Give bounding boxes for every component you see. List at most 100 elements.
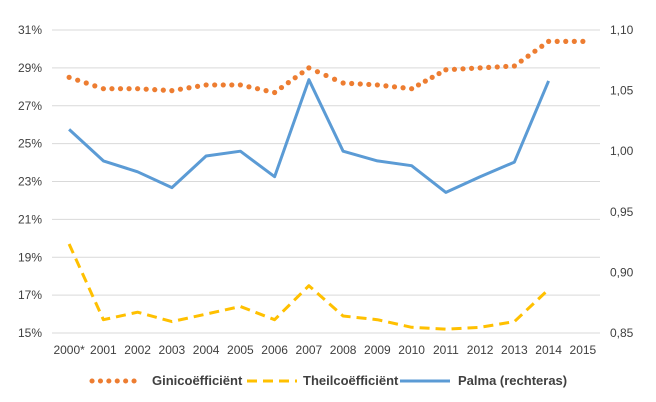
gini-dot (383, 83, 389, 89)
series-theil (67, 243, 550, 331)
x-tick-label: 2003 (159, 343, 186, 357)
gini-dot (468, 65, 475, 71)
gini-dot (503, 63, 509, 70)
gini-dot (285, 80, 291, 86)
legend-item-palma: Palma (rechteras) (400, 373, 567, 388)
gini-dot (391, 84, 398, 90)
x-tick-label: 2007 (296, 343, 323, 357)
gini-dot (331, 76, 338, 82)
left-tick-label: 19% (18, 250, 42, 264)
gini-dot (532, 48, 538, 54)
gini-dot (100, 86, 106, 92)
x-tick-label: 2005 (227, 343, 254, 357)
x-tick-label: 2010 (398, 343, 425, 357)
gini-dot (429, 74, 435, 80)
gini-dot (126, 86, 132, 92)
gini-dot (278, 84, 285, 91)
series-line (67, 243, 550, 331)
gini-dot (272, 89, 278, 96)
gini-dot (374, 82, 380, 88)
gini-dot (400, 85, 406, 91)
series-layer (66, 38, 586, 331)
series-line (68, 78, 550, 194)
gini-dot (306, 65, 312, 71)
gini-dot (554, 38, 560, 44)
x-tick-label: 2001 (90, 343, 117, 357)
x-tick-label: 2014 (535, 343, 562, 357)
gini-dot (299, 70, 305, 76)
legend-label-theil: Theilcoëfficiënt (303, 373, 399, 388)
gini-dot (486, 64, 492, 71)
gini-dot (525, 53, 531, 59)
x-tick-label: 2011 (433, 343, 459, 357)
gini-dot (546, 38, 552, 44)
gini-dot (263, 88, 269, 94)
gini-dot (563, 38, 569, 44)
right-tick-label: 0,90 (610, 265, 634, 279)
gini-dot (539, 43, 545, 49)
gini-dot (349, 80, 355, 87)
gini-dot (75, 77, 81, 83)
x-tick-label: 2006 (261, 343, 288, 357)
gini-dot (477, 65, 483, 71)
right-tick-label: 0,95 (610, 205, 634, 219)
gini-dot (436, 70, 442, 77)
series-gini (66, 38, 586, 96)
left-tick-label: 15% (18, 326, 42, 340)
legend-label-gini: Ginicoëfficiënt (152, 373, 243, 388)
left-tick-label: 29% (18, 61, 42, 75)
gini-dot (494, 64, 500, 70)
x-tick-label: 2002 (124, 343, 151, 357)
gini-dot (443, 67, 449, 73)
x-axis-ticks: 2000* 2001 2002 2003 2004 2005 2006 2007 2008 200… (53, 343, 596, 357)
x-tick-label: 2009 (364, 343, 391, 357)
gini-dot (254, 86, 261, 92)
gini-dot (292, 75, 298, 81)
x-tick-label: 2004 (193, 343, 220, 357)
legend-label-palma: Palma (rechteras) (458, 373, 567, 388)
gini-dot (66, 74, 72, 80)
x-tick-label: 2000* (53, 343, 85, 357)
gini-dot (229, 82, 235, 88)
legend-item-gini: Ginicoëfficiënt (89, 373, 243, 388)
gini-dot (366, 81, 372, 88)
right-axis-ticks: 0,85 0,90 0,95 1,00 1,05 1,10 (610, 23, 634, 340)
gini-dot (177, 86, 184, 92)
gini-dot (323, 72, 329, 79)
series-palma (68, 78, 550, 194)
gini-dot (409, 86, 415, 92)
x-tick-label: 2015 (570, 343, 597, 357)
gini-dot (314, 69, 321, 75)
left-tick-label: 21% (18, 212, 42, 226)
left-tick-label: 27% (18, 99, 42, 113)
gini-dot (152, 87, 158, 93)
gini-dot (203, 82, 209, 88)
x-tick-label: 2012 (467, 343, 494, 357)
right-tick-label: 0,85 (610, 326, 634, 340)
gridlines (52, 29, 600, 334)
gini-dot (571, 38, 577, 44)
left-tick-label: 31% (18, 23, 42, 37)
left-tick-label: 25% (18, 137, 42, 151)
right-tick-label: 1,10 (610, 23, 634, 37)
gini-dot (212, 82, 218, 88)
gini-dot (357, 81, 363, 87)
gini-dot (246, 84, 252, 90)
gini-dot (92, 83, 98, 89)
gini-dot (511, 63, 517, 69)
legend-item-theil: Theilcoëfficiënt (247, 373, 399, 388)
x-tick-label: 2013 (501, 343, 528, 357)
gini-dot (237, 82, 243, 88)
gini-dot (186, 85, 192, 91)
gini-dot (160, 87, 166, 93)
gini-dot (518, 58, 524, 64)
gini-dot (194, 83, 201, 89)
x-tick-label: 2008 (330, 343, 357, 357)
gini-dot (422, 78, 428, 84)
gini-dot (135, 86, 141, 92)
gini-dot (580, 38, 586, 44)
gini-dot (143, 86, 149, 92)
left-axis-ticks: 15% 17% 19% 21% 23% 25% 27% 29% 31% (18, 23, 42, 340)
gini-dot (415, 82, 422, 88)
